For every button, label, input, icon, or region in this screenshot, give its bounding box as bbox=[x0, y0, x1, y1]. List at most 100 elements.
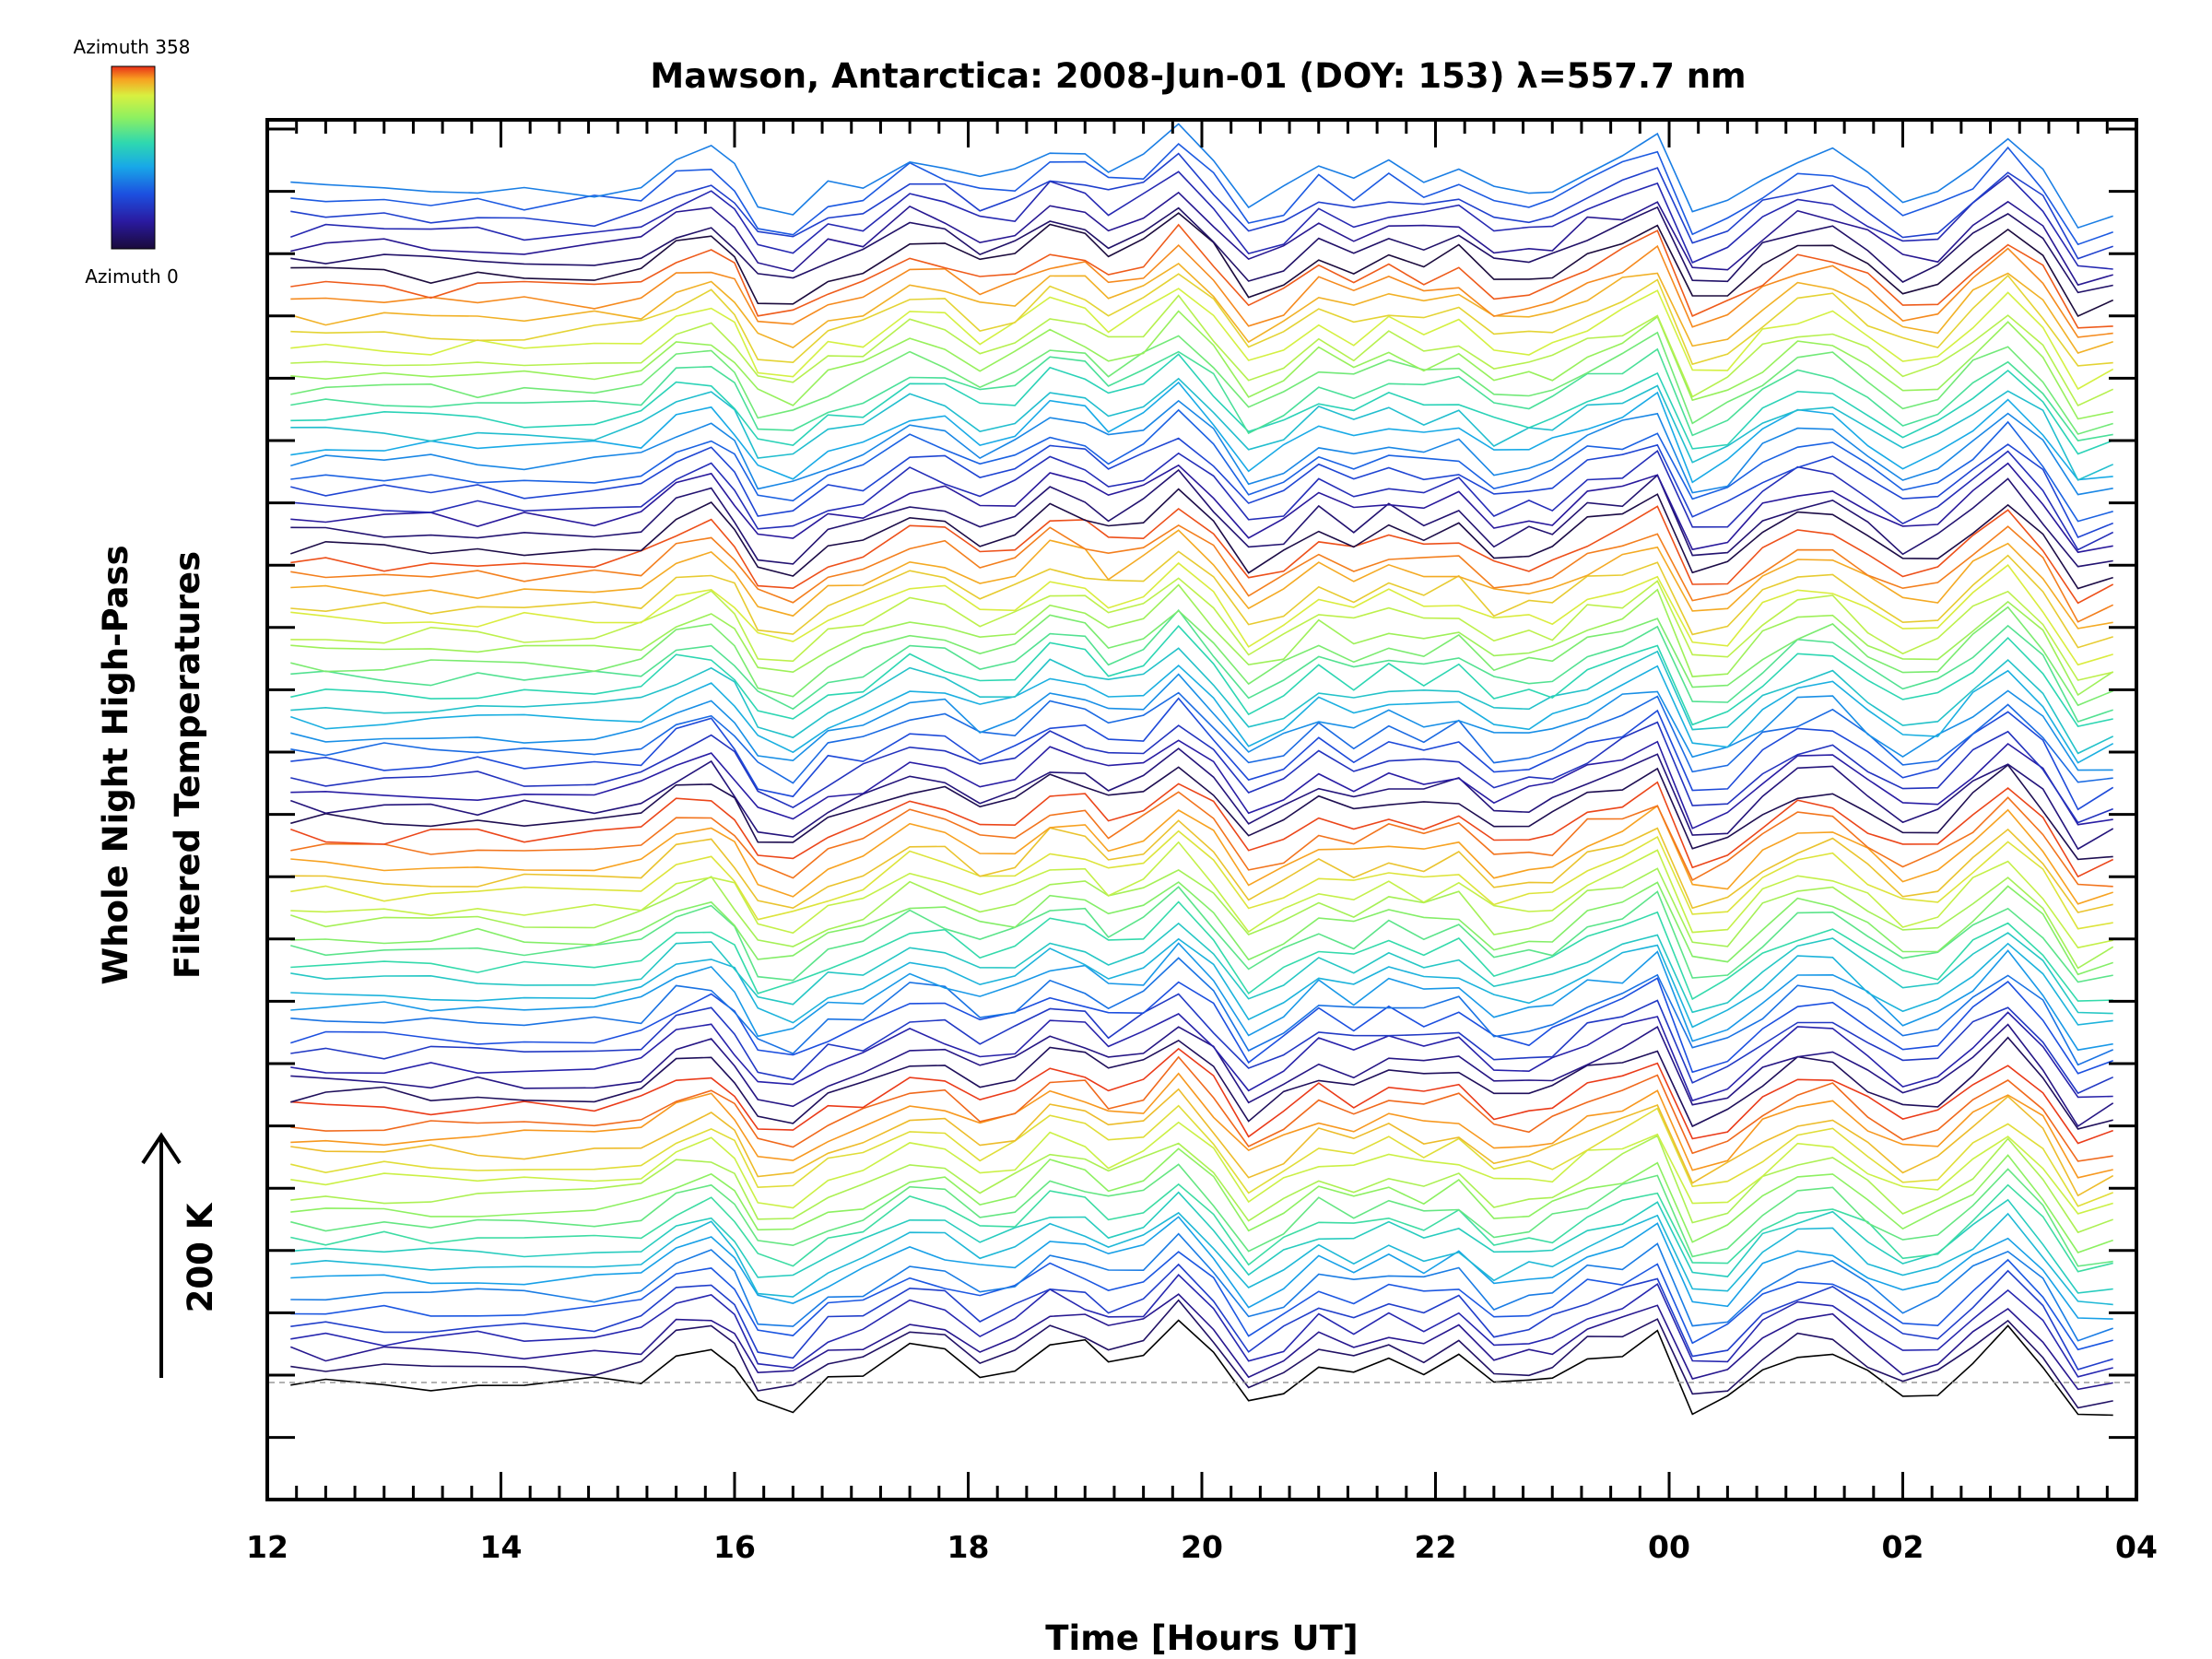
series-line bbox=[290, 1163, 2113, 1267]
x-tick-label: 04 bbox=[2115, 1529, 2158, 1565]
series-line bbox=[290, 408, 2113, 523]
series-line bbox=[290, 625, 2113, 727]
x-tick-label: 02 bbox=[1882, 1529, 1924, 1565]
series-line bbox=[290, 262, 2113, 354]
series-line bbox=[290, 206, 2113, 294]
colorbar: Azimuth 358 Azimuth 0 bbox=[74, 36, 191, 288]
series-line bbox=[290, 550, 2113, 649]
series-line bbox=[290, 993, 2114, 1095]
colorbar-gradient bbox=[111, 65, 156, 250]
series-line bbox=[290, 353, 2113, 455]
series-line bbox=[290, 886, 2113, 983]
series-line bbox=[290, 867, 2114, 970]
x-tick-label: 00 bbox=[1648, 1529, 1690, 1565]
series-line bbox=[290, 399, 2113, 496]
series-line bbox=[290, 1121, 2113, 1215]
series-line bbox=[290, 171, 2113, 270]
series-line bbox=[290, 1135, 2113, 1234]
series-line bbox=[290, 1055, 2113, 1162]
series-line bbox=[290, 1211, 2113, 1306]
series-line bbox=[290, 739, 2113, 830]
series-line bbox=[290, 691, 2113, 784]
x-tick-labels: 12 14 16 18 20 22 00 02 04 bbox=[246, 1529, 2158, 1565]
colorbar-bottom-label: Azimuth 0 bbox=[85, 265, 179, 288]
y-axis-label-line1: Whole Night High-Pass bbox=[96, 545, 135, 984]
series-line bbox=[290, 1319, 2113, 1417]
series-line bbox=[290, 781, 2114, 878]
series-line bbox=[290, 331, 2113, 435]
series-line bbox=[290, 937, 2113, 1029]
series-line bbox=[290, 437, 2113, 539]
series-line bbox=[290, 583, 2114, 697]
series-line bbox=[290, 763, 2113, 861]
series-line bbox=[290, 288, 2114, 391]
series-line bbox=[290, 529, 2113, 629]
colorbar-top-label: Azimuth 358 bbox=[74, 36, 191, 58]
series-line bbox=[290, 900, 2113, 1002]
scale-arrow: 200 K bbox=[141, 1132, 220, 1378]
series-group bbox=[290, 123, 2114, 1417]
series-line bbox=[290, 191, 2113, 287]
series-line bbox=[290, 243, 2113, 338]
series-line bbox=[290, 608, 2113, 723]
series-line bbox=[290, 1036, 2113, 1130]
series-line bbox=[290, 1023, 2114, 1128]
series-line bbox=[290, 505, 2114, 605]
series-line bbox=[290, 957, 2114, 1066]
series-line bbox=[290, 212, 2114, 318]
x-tick-label: 16 bbox=[713, 1529, 756, 1565]
series-line bbox=[290, 1182, 2113, 1273]
series-line bbox=[290, 561, 2113, 666]
series-line bbox=[290, 881, 2113, 976]
series-line bbox=[290, 697, 2114, 811]
series-line bbox=[290, 805, 2113, 905]
x-tick-label: 20 bbox=[1181, 1529, 1223, 1565]
series-line bbox=[290, 1232, 2113, 1342]
series-line bbox=[290, 922, 2113, 1015]
series-line bbox=[290, 462, 2113, 554]
series-line bbox=[290, 468, 2113, 568]
series-line bbox=[290, 1216, 2113, 1320]
chart-title: Mawson, Antarctica: 2008-Jun-01 (DOY: 15… bbox=[650, 56, 1746, 96]
series-line bbox=[290, 819, 2113, 913]
series-line bbox=[290, 347, 2113, 441]
series-line bbox=[290, 647, 2114, 755]
scale-bar-label: 200 K bbox=[181, 1202, 220, 1312]
series-line bbox=[290, 1263, 2113, 1371]
series-line bbox=[290, 721, 2113, 824]
series-line bbox=[290, 143, 2113, 246]
series-line bbox=[290, 830, 2113, 930]
series-line bbox=[290, 1011, 2113, 1102]
series-line bbox=[290, 1274, 2113, 1378]
x-tick-label: 12 bbox=[246, 1529, 288, 1565]
series-line bbox=[290, 152, 2113, 260]
series-line bbox=[290, 1104, 2113, 1207]
series-line bbox=[290, 1191, 2113, 1294]
series-line bbox=[290, 123, 2113, 229]
series-line bbox=[290, 1147, 2113, 1253]
series-line bbox=[290, 377, 2114, 481]
x-axis-label: Time [Hours UT] bbox=[1045, 1618, 1358, 1658]
series-line bbox=[290, 273, 2113, 367]
series-line bbox=[290, 294, 2114, 407]
series-line bbox=[290, 747, 2114, 851]
series-line bbox=[290, 310, 2113, 420]
x-tick-label: 18 bbox=[947, 1529, 990, 1565]
x-tick-label: 14 bbox=[480, 1529, 523, 1565]
series-line bbox=[290, 223, 2113, 329]
series-line bbox=[290, 1299, 2113, 1409]
series-line bbox=[290, 606, 2114, 707]
series-line bbox=[290, 524, 2114, 623]
series-line bbox=[290, 577, 2113, 681]
y-axis-label-line2: Filtered Temperatures bbox=[168, 551, 207, 979]
series-line bbox=[290, 841, 2113, 949]
series-line bbox=[290, 381, 2113, 484]
series-line bbox=[290, 1072, 2113, 1179]
series-line bbox=[290, 791, 2113, 888]
series-line bbox=[290, 1293, 2113, 1391]
series-line bbox=[290, 665, 2114, 764]
series-line bbox=[290, 1251, 2113, 1351]
series-line bbox=[290, 449, 2114, 551]
series-line bbox=[290, 1047, 2113, 1145]
series-line bbox=[290, 1088, 2114, 1197]
